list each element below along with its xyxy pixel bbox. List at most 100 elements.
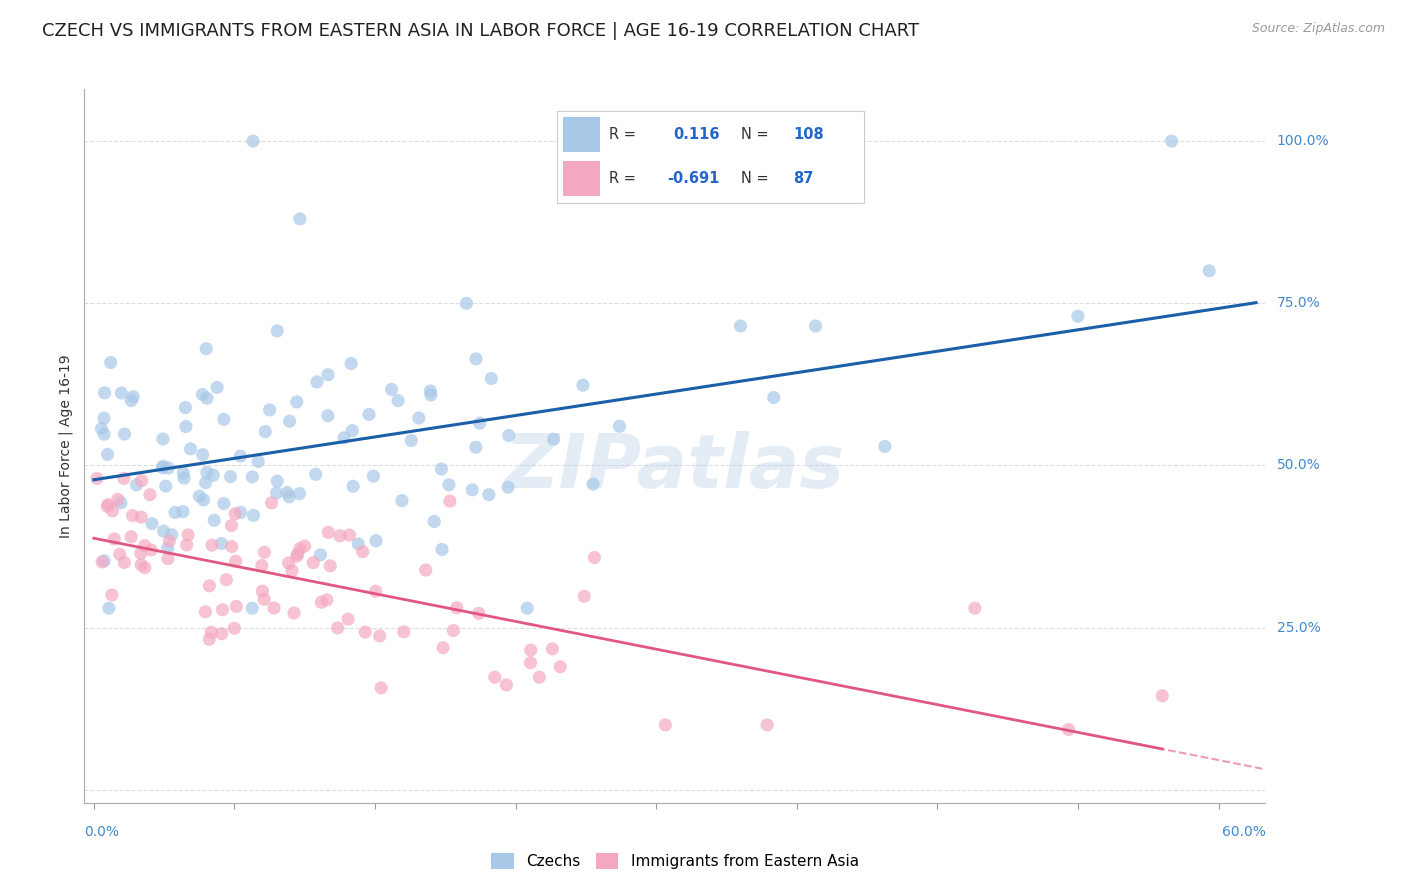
Point — [156, 541, 179, 556]
Point — [247, 454, 270, 468]
Point — [465, 351, 488, 366]
Point — [195, 466, 218, 480]
Text: N =: N = — [741, 128, 769, 142]
Point — [211, 536, 233, 550]
Point — [225, 554, 247, 568]
Point — [157, 461, 180, 475]
Point — [302, 556, 325, 570]
Point — [419, 384, 441, 398]
Point — [211, 626, 233, 640]
Point — [201, 538, 224, 552]
Point — [519, 656, 541, 670]
Point — [583, 550, 606, 565]
Point — [516, 601, 538, 615]
Point — [152, 459, 174, 474]
Point — [347, 537, 370, 551]
Point — [762, 391, 785, 405]
Point — [224, 621, 246, 635]
Point — [93, 411, 115, 425]
Point — [200, 625, 222, 640]
Point — [212, 497, 235, 511]
Point — [260, 496, 283, 510]
Point — [572, 378, 595, 392]
Point — [548, 660, 571, 674]
Point — [129, 558, 152, 572]
Point — [266, 486, 288, 500]
Point — [205, 380, 228, 394]
Point — [202, 468, 225, 483]
Text: 108: 108 — [793, 128, 824, 142]
Point — [285, 395, 308, 409]
Point — [609, 419, 631, 434]
Point — [141, 516, 163, 531]
Text: CZECH VS IMMIGRANTS FROM EASTERN ASIA IN LABOR FORCE | AGE 16-19 CORRELATION CHA: CZECH VS IMMIGRANTS FROM EASTERN ASIA IN… — [42, 22, 920, 40]
Point — [194, 605, 217, 619]
Point — [191, 448, 214, 462]
Point — [97, 498, 120, 512]
Point — [495, 678, 517, 692]
Point — [287, 547, 309, 561]
Point — [152, 524, 174, 538]
Point — [326, 621, 349, 635]
Point — [288, 211, 311, 226]
Point — [484, 670, 506, 684]
Point — [157, 533, 180, 548]
Point — [316, 368, 339, 382]
Point — [103, 532, 125, 546]
Point — [305, 375, 328, 389]
Point — [498, 428, 520, 442]
Point — [229, 449, 252, 463]
Point — [180, 442, 202, 456]
Point — [730, 318, 752, 333]
Point — [141, 543, 163, 558]
Point — [387, 393, 409, 408]
Point — [541, 641, 564, 656]
Point — [446, 600, 468, 615]
Point — [91, 555, 114, 569]
Point — [319, 558, 342, 573]
Point — [519, 643, 541, 657]
Point — [309, 548, 332, 562]
Point — [415, 563, 437, 577]
Text: R =: R = — [609, 171, 636, 186]
Point — [198, 632, 221, 647]
Bar — [562, 117, 600, 153]
Point — [582, 477, 605, 491]
Point — [340, 357, 363, 371]
Point — [278, 414, 301, 428]
Point — [357, 408, 380, 422]
Point — [288, 486, 311, 500]
Point — [392, 624, 415, 639]
Point — [380, 383, 402, 397]
Point — [86, 471, 108, 485]
Point — [97, 601, 120, 615]
Point — [242, 134, 264, 148]
Point — [408, 411, 430, 425]
Point — [215, 573, 238, 587]
Text: 100.0%: 100.0% — [1277, 134, 1329, 148]
Point — [294, 539, 316, 553]
Point — [176, 538, 198, 552]
Point — [122, 390, 145, 404]
Point — [342, 424, 364, 438]
Y-axis label: In Labor Force | Age 16-19: In Labor Force | Age 16-19 — [58, 354, 73, 538]
Point — [342, 479, 364, 493]
Point — [283, 606, 305, 620]
Point — [354, 625, 377, 640]
Point — [370, 681, 392, 695]
Text: 87: 87 — [793, 171, 814, 186]
Point — [364, 533, 387, 548]
Text: ZIPatlas: ZIPatlas — [505, 431, 845, 504]
Point — [212, 412, 235, 426]
Point — [224, 507, 246, 521]
Point — [174, 419, 197, 434]
Point — [202, 513, 225, 527]
Point — [254, 425, 277, 439]
Legend: Czechs, Immigrants from Eastern Asia: Czechs, Immigrants from Eastern Asia — [485, 847, 865, 875]
Point — [430, 542, 453, 557]
Point — [391, 493, 413, 508]
Point — [188, 489, 211, 503]
Point — [352, 544, 374, 558]
Point — [456, 296, 478, 310]
Point — [240, 470, 263, 484]
